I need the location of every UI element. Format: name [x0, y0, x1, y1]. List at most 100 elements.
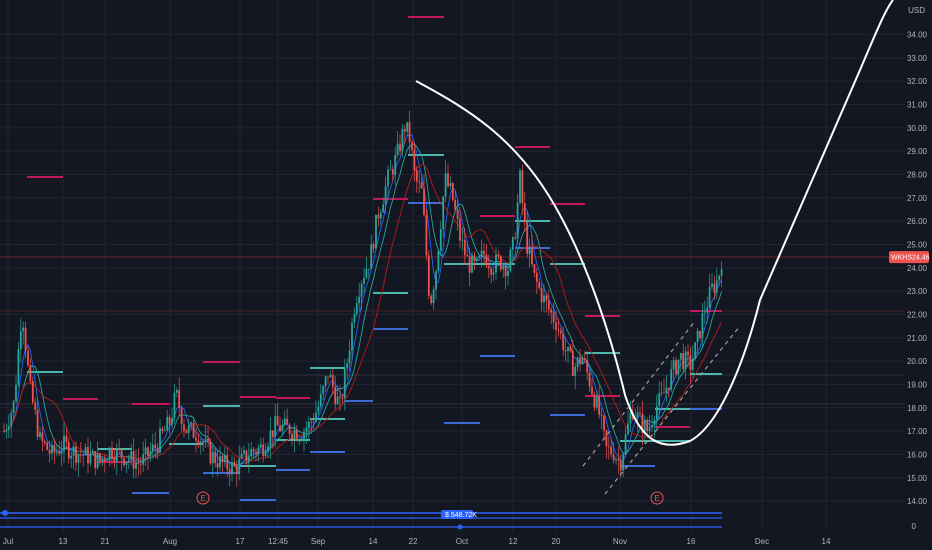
price-axis[interactable]: USD 14.00 15.00 16.00 17.00 18.00 19.00 20.00 2…	[905, 0, 932, 550]
candle-body	[283, 418, 286, 425]
candle-body	[72, 446, 75, 456]
candle-body	[195, 437, 197, 441]
candle-body	[569, 346, 572, 351]
channel-line-lower	[604, 325, 741, 495]
candle-body	[665, 387, 668, 394]
candle-body	[65, 435, 68, 442]
candle-body	[504, 265, 507, 277]
time-tick-label: 20	[552, 537, 561, 546]
candle-body	[713, 283, 716, 293]
candle-body	[346, 363, 349, 369]
candle-body	[480, 250, 483, 256]
candle-body	[372, 244, 375, 249]
candle-body	[190, 422, 193, 426]
candle-body	[415, 170, 418, 182]
candle-body	[238, 458, 241, 475]
candle-body	[430, 295, 433, 304]
candle-body	[327, 376, 329, 378]
candle-body	[75, 446, 77, 463]
candle-body	[351, 322, 353, 351]
candle-body	[341, 397, 344, 399]
candle-body	[619, 460, 622, 471]
time-tick-label: Oct	[456, 537, 469, 546]
candle-body	[46, 442, 49, 450]
candle-body	[226, 455, 229, 470]
candle-body	[653, 419, 656, 426]
earnings-marker-label: E	[654, 494, 659, 503]
candle-body	[142, 454, 145, 465]
moving-average-slow	[3, 164, 723, 462]
time-tick-label: 12:45	[268, 537, 289, 546]
candle-body	[437, 250, 440, 272]
earnings-marker[interactable]	[196, 491, 210, 505]
candle-body	[161, 428, 164, 432]
candle-body	[497, 254, 500, 257]
candle-body	[483, 250, 485, 255]
volume-bubble-bg	[441, 510, 473, 519]
candle-body	[456, 209, 459, 219]
candle-body	[180, 407, 183, 425]
volume-marker	[2, 510, 8, 516]
candle-body	[55, 451, 58, 453]
candle-body	[425, 215, 428, 256]
candle-body	[10, 412, 13, 427]
price-tick-label: 32.00	[907, 77, 928, 86]
candle-body	[106, 460, 109, 462]
candle-body	[358, 296, 361, 304]
time-tick-label: 12	[509, 537, 518, 546]
candle-body	[679, 353, 682, 360]
candle-body	[343, 368, 346, 399]
candle-body	[274, 416, 277, 437]
candle-body	[471, 255, 473, 273]
candle-body	[334, 386, 337, 404]
candle-body	[711, 283, 713, 287]
candle-body	[670, 369, 673, 390]
candle-body	[593, 394, 596, 408]
candle-body	[574, 366, 577, 376]
candle-body	[478, 255, 481, 258]
candle-body	[365, 269, 368, 278]
candle-body	[336, 396, 339, 404]
candle-body	[315, 412, 317, 422]
price-tick-label: 19.00	[907, 380, 928, 389]
candle-body	[543, 295, 545, 303]
candle-body	[667, 387, 670, 390]
candle-body	[360, 283, 363, 297]
candle-body	[658, 393, 661, 406]
candle-body	[490, 268, 493, 275]
candle-body	[624, 434, 627, 455]
candle-body	[562, 333, 565, 351]
candle-body	[317, 406, 320, 413]
time-axis[interactable]: Jul 13 21 Aug 17 12:45 Sep 14 22 Oct 12 20 Nov 16 Dec 1…	[0, 532, 932, 550]
candle-body	[243, 450, 245, 454]
price-tick-label: 24.00	[907, 264, 928, 273]
candle-body	[303, 431, 305, 441]
last-price-tag-bg	[889, 251, 929, 264]
candle-body	[115, 447, 118, 463]
earnings-marker[interactable]	[650, 491, 664, 505]
candle-body	[211, 451, 214, 464]
candle-body	[641, 413, 644, 433]
candle-body	[523, 203, 526, 223]
candle-body	[252, 449, 255, 452]
candle-body	[137, 461, 140, 464]
candle-body	[511, 237, 514, 250]
candle-body	[442, 196, 445, 230]
candle-body	[231, 462, 233, 475]
candle-body	[420, 182, 423, 189]
candle-body	[89, 453, 92, 464]
candle-body	[423, 188, 425, 216]
candle-body	[3, 431, 5, 432]
candle-body	[281, 424, 284, 432]
candle-body	[48, 449, 51, 454]
candle-body	[171, 418, 173, 425]
candle-body	[576, 357, 579, 367]
candle-body	[279, 425, 281, 432]
candle-body	[178, 389, 181, 408]
time-tick-label: 17	[236, 537, 245, 546]
candle-body	[617, 459, 620, 461]
candle-body	[432, 289, 435, 304]
candle-body	[485, 254, 488, 266]
